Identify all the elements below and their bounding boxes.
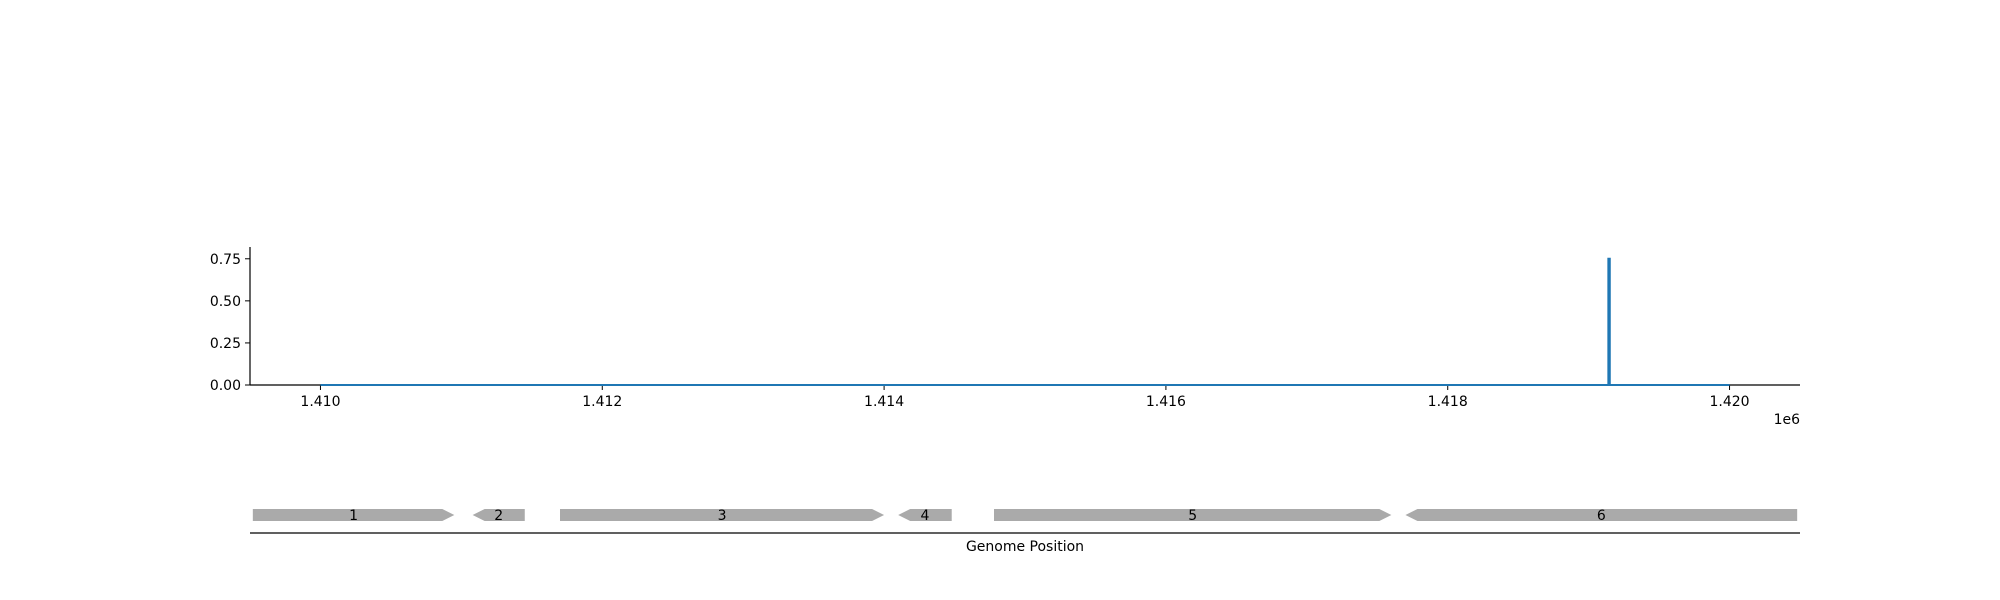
x-tick-label: 1.410 bbox=[300, 394, 340, 410]
y-tick-label: 0.75 bbox=[210, 252, 241, 268]
gene-track-xlabel: Genome Position bbox=[966, 539, 1084, 555]
gene-arrow bbox=[994, 509, 1392, 521]
gene-label: 1 bbox=[349, 508, 358, 524]
gene-arrow bbox=[898, 509, 952, 521]
gene-track: 1 2 3 4 5 6 Genome Position bbox=[250, 508, 1800, 555]
genes-layer: 1 2 3 4 5 6 bbox=[252, 508, 1798, 524]
series-layer bbox=[320, 257, 1730, 386]
gene-arrow bbox=[1405, 509, 1798, 521]
gene-label: 6 bbox=[1597, 508, 1606, 524]
x-tick-label: 1.412 bbox=[582, 394, 622, 410]
x-tick-label: 1.414 bbox=[864, 394, 904, 410]
x-tick-label: 1.420 bbox=[1709, 394, 1749, 410]
gene-label: 4 bbox=[920, 508, 929, 524]
x-tick-label: 1.418 bbox=[1428, 394, 1468, 410]
gene-label: 3 bbox=[718, 508, 727, 524]
gene-label: 2 bbox=[494, 508, 503, 524]
y-ticks: 0.00 0.25 0.50 0.75 bbox=[210, 252, 250, 394]
gene-arrow bbox=[560, 509, 885, 521]
x-tick-label: 1.416 bbox=[1146, 394, 1186, 410]
gene-label: 5 bbox=[1188, 508, 1197, 524]
y-tick-label: 0.00 bbox=[210, 378, 241, 394]
gene-arrow bbox=[252, 509, 455, 521]
series-line bbox=[320, 257, 1730, 386]
coverage-plot: 0.000.250.500.75 1.410 1.412 1.414 1.416 1.4… bbox=[210, 247, 1800, 428]
y-tick-label: 0.25 bbox=[210, 336, 241, 352]
x-offset-label: 1e6 bbox=[1774, 412, 1801, 428]
x-ticks: 1.410 1.412 1.414 1.416 1.418 1.420 bbox=[300, 385, 1750, 410]
y-tick-label: 0.50 bbox=[210, 294, 241, 310]
gene-arrow bbox=[472, 509, 525, 521]
